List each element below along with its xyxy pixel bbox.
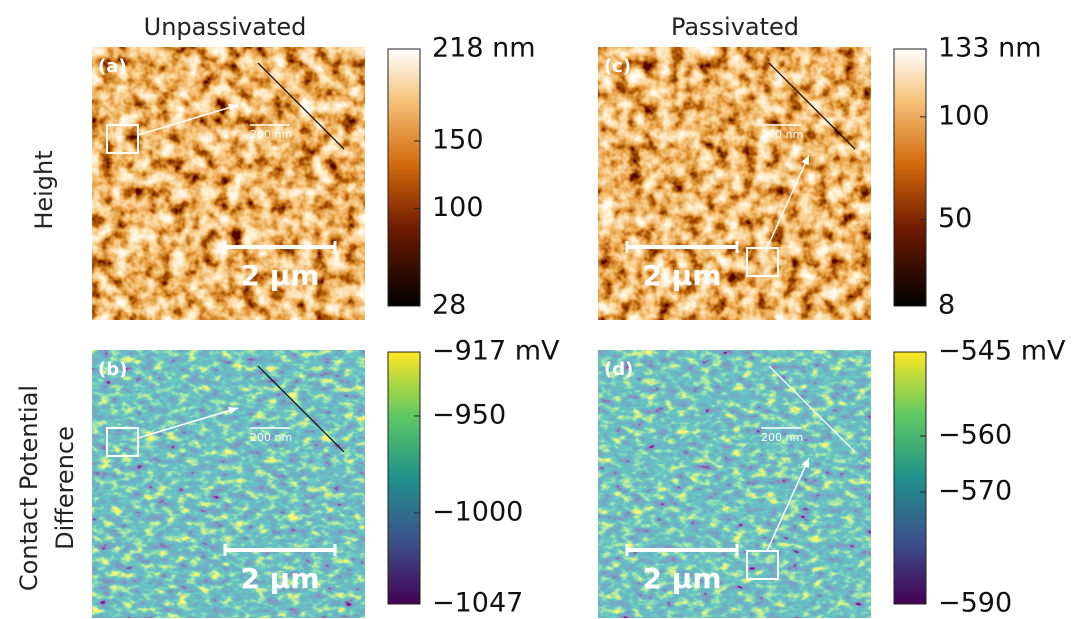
scale-bar-label: 2 µm: [642, 259, 721, 292]
panel-label: (a): [98, 56, 127, 77]
colorbar: [894, 49, 926, 306]
colorbar-tick-label: −560: [938, 420, 1012, 451]
scale-bar-label: 2 µm: [642, 562, 721, 595]
colorbar: [388, 49, 420, 306]
column-title: Unpassivated: [144, 13, 307, 41]
row-label: Difference: [51, 426, 79, 550]
colorbar-tick-label: −545 mV: [938, 336, 1066, 367]
scale-bar-label: 2 µm: [240, 259, 319, 292]
scale-bar-label: 2 µm: [240, 562, 319, 595]
inset-scale-label: 200 nm: [250, 431, 292, 444]
inset-scale-label: 200 nm: [761, 128, 803, 141]
inset-scale-label: 200 nm: [250, 128, 292, 141]
colorbar: [894, 352, 926, 604]
colorbar-tick-label: −1000: [432, 496, 523, 527]
colorbar-tick-label: −917 mV: [432, 336, 560, 367]
colorbar-tick-label: −590: [938, 588, 1012, 619]
row-label: Height: [30, 150, 58, 229]
colorbar-tick-label: 100: [938, 100, 990, 131]
colorbar-tick-label: −950: [432, 399, 506, 430]
colorbar-tick-label: −570: [938, 476, 1012, 507]
colorbar-tick-label: 28: [432, 290, 466, 321]
row-label: Contact Potential: [15, 385, 43, 591]
colorbar-tick-label: 50: [938, 203, 972, 234]
colorbar: [388, 352, 420, 604]
panel-label: (d): [604, 359, 633, 380]
panel-label: (c): [604, 56, 631, 77]
colorbar-tick-label: 218 nm: [432, 33, 536, 64]
panel-label: (b): [98, 359, 127, 380]
column-title: Passivated: [671, 13, 799, 41]
colorbar-tick-label: 133 nm: [938, 33, 1042, 64]
colorbar-tick-label: −1047: [432, 588, 523, 619]
colorbar-tick-label: 150: [432, 124, 484, 155]
figure: Unpassivated Passivated Height Contact P…: [0, 0, 1082, 619]
colorbar-tick-label: 100: [432, 192, 484, 223]
colorbar-tick-label: 8: [938, 290, 955, 321]
inset-scale-label: 200 nm: [761, 431, 803, 444]
